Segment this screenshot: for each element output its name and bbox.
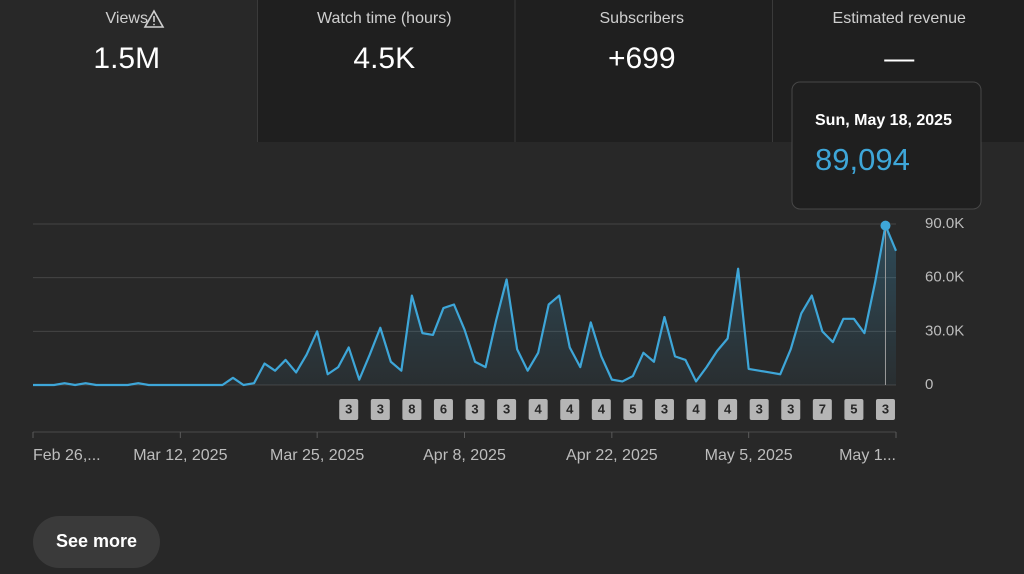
video-marker-count: 4 <box>692 401 700 416</box>
video-marker[interactable] <box>370 399 390 420</box>
video-marker-count: 3 <box>787 401 794 416</box>
video-marker-count: 5 <box>629 401 636 416</box>
x-tick-label: Mar 25, 2025 <box>270 447 364 464</box>
see-more-label: See more <box>56 531 137 551</box>
x-tick-label: May 5, 2025 <box>705 447 793 464</box>
video-marker-count: 3 <box>882 401 889 416</box>
video-marker-count: 3 <box>756 401 763 416</box>
x-tick-label: May 1... <box>839 447 896 464</box>
video-marker[interactable] <box>812 399 832 420</box>
line <box>33 224 898 387</box>
video-marker[interactable] <box>528 399 548 420</box>
metric-value: 4.5K <box>353 42 415 75</box>
video-marker-count: 3 <box>503 401 510 416</box>
metric-tab[interactable] <box>0 0 258 142</box>
tooltip-value: 89,094 <box>815 142 910 177</box>
video-marker-count: 3 <box>471 401 478 416</box>
warning-dot <box>153 23 155 26</box>
video-marker[interactable] <box>686 399 706 420</box>
metric-value: 1.5M <box>93 42 160 75</box>
y-tick-label: 30.0K <box>925 322 964 339</box>
video-marker[interactable] <box>560 399 580 420</box>
tooltip-date: Sun, May 18, 2025 <box>815 112 952 129</box>
video-marker[interactable] <box>749 399 769 420</box>
video-marker-count: 4 <box>724 401 732 416</box>
area <box>33 225 896 385</box>
video-marker-count: 3 <box>661 401 668 416</box>
metric-label: Estimated revenue <box>833 10 967 27</box>
metric-tab[interactable] <box>515 0 773 142</box>
video-marker[interactable] <box>339 399 359 420</box>
tooltip <box>791 81 982 210</box>
video-marker-count: 5 <box>850 401 857 416</box>
y-tick-label: 60.0K <box>925 269 964 286</box>
metric-label: Views <box>106 10 148 27</box>
x-tick-label: Apr 22, 2025 <box>566 447 658 464</box>
metric-value: — <box>884 42 914 75</box>
see-more-button[interactable] <box>33 516 160 568</box>
video-marker[interactable] <box>465 399 485 420</box>
x-tick-label: Mar 12, 2025 <box>133 447 227 464</box>
x-tick-label: Apr 8, 2025 <box>423 447 506 464</box>
metric-tab[interactable] <box>257 0 516 142</box>
video-marker-count: 7 <box>819 401 826 416</box>
video-marker[interactable] <box>402 399 422 420</box>
metric-value: +699 <box>608 42 676 75</box>
warning-icon <box>143 9 165 28</box>
video-marker[interactable] <box>591 399 611 420</box>
metric-label: Watch time (hours) <box>317 10 452 27</box>
video-marker[interactable] <box>781 399 801 420</box>
video-marker[interactable] <box>654 399 674 420</box>
video-marker[interactable] <box>875 399 895 420</box>
video-marker-count: 8 <box>408 401 415 416</box>
video-marker-count: 4 <box>566 401 574 416</box>
video-marker[interactable] <box>497 399 517 420</box>
video-marker[interactable] <box>844 399 864 420</box>
video-marker-count: 4 <box>598 401 606 416</box>
y-tick-label: 90.0K <box>925 215 964 232</box>
video-marker[interactable] <box>718 399 738 420</box>
video-marker-count: 4 <box>535 401 543 416</box>
video-marker[interactable] <box>623 399 643 420</box>
video-marker-count: 3 <box>345 401 352 416</box>
video-marker-count: 3 <box>377 401 384 416</box>
y-tick-label: 0 <box>925 376 933 393</box>
metric-label: Subscribers <box>600 10 684 27</box>
video-marker[interactable] <box>433 399 453 420</box>
x-tick-label: Feb 26,... <box>33 447 101 464</box>
hover-point <box>880 220 891 231</box>
video-marker-count: 6 <box>440 401 447 416</box>
